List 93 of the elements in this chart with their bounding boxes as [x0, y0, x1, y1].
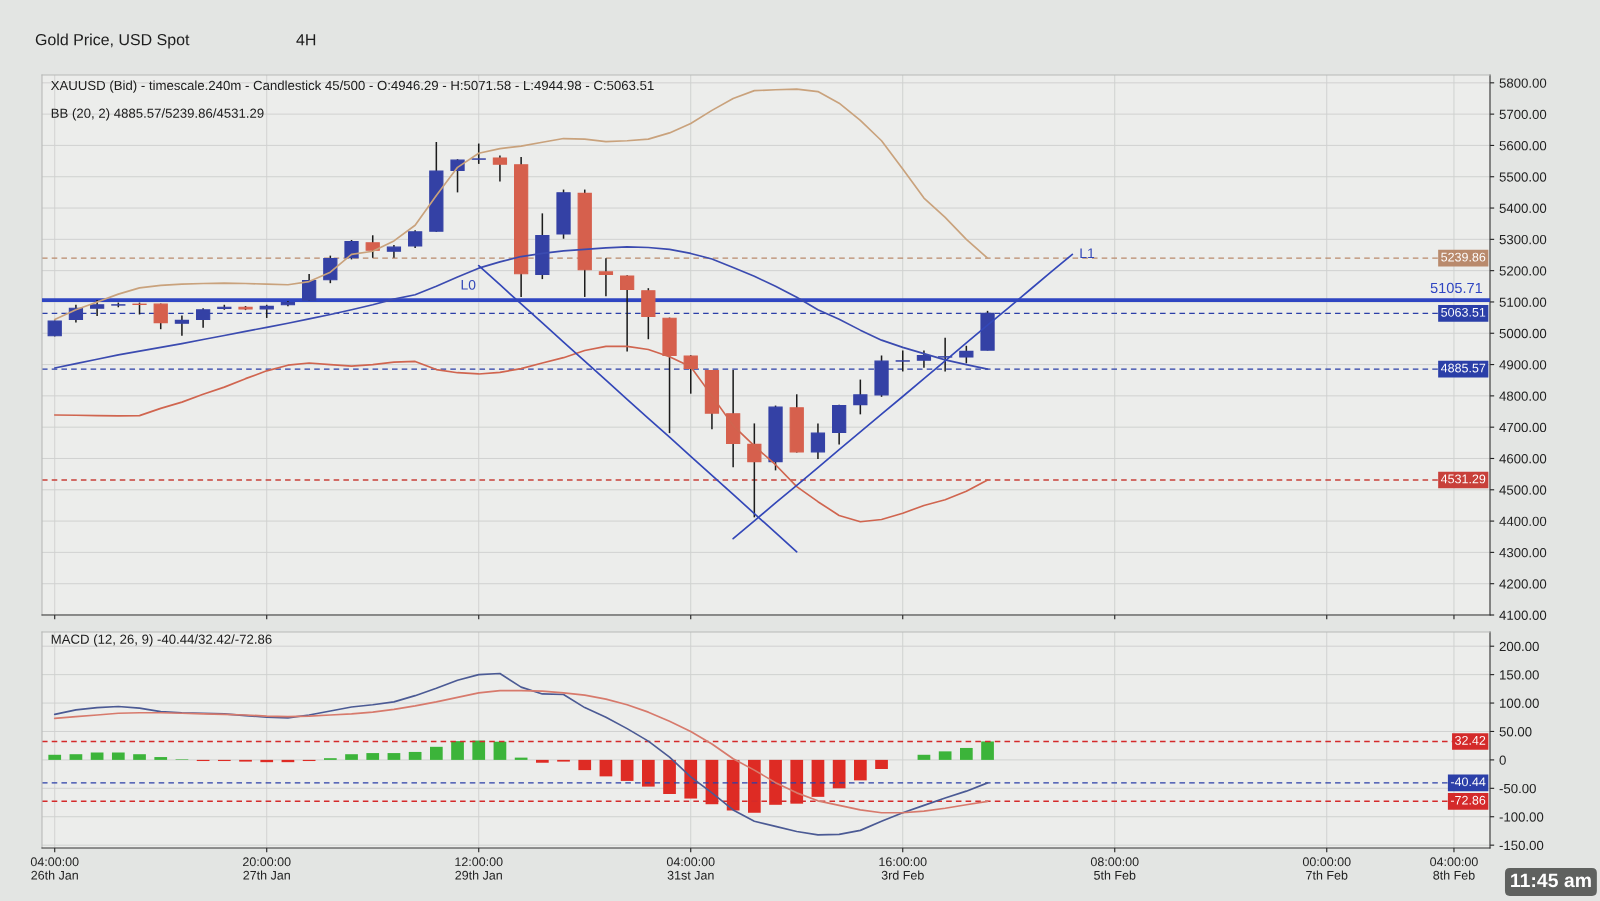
bar	[875, 759, 888, 769]
ref-line-label: 5239.86	[1441, 252, 1486, 262]
y-tick-label: 4500.00	[1499, 485, 1547, 495]
bar	[48, 754, 62, 760]
candlestick	[853, 378, 868, 416]
bar	[154, 757, 168, 760]
y-tick-label: 4200.00	[1499, 579, 1547, 589]
candlestick	[747, 422, 762, 519]
bar	[663, 759, 676, 794]
bar	[451, 741, 464, 760]
y-tick-label: 5800.00	[1499, 78, 1547, 88]
line-series	[53, 689, 989, 814]
y-tick-label: 5200.00	[1499, 266, 1547, 276]
bar	[260, 759, 274, 763]
bar	[535, 759, 549, 763]
bar	[429, 746, 443, 760]
x-tick-label: 04:00:00 8th Feb	[1430, 857, 1478, 880]
y-tick-label: 0	[1499, 755, 1506, 765]
candlestick	[810, 422, 826, 460]
y-tick-label: 5600.00	[1499, 141, 1547, 151]
y-tick-label: 5500.00	[1499, 172, 1547, 182]
series-label: L0	[461, 279, 476, 290]
ref-line-label: 5105.71	[1430, 282, 1483, 294]
candlestick	[323, 254, 338, 284]
y-tick-label: 4700.00	[1499, 422, 1547, 433]
y-tick-label: 5700.00	[1499, 109, 1547, 120]
bar	[853, 759, 867, 781]
candlestick	[302, 273, 317, 302]
bar	[111, 752, 125, 760]
ref-line-label: 4531.29	[1440, 474, 1486, 484]
y-tick-label: 4300.00	[1499, 547, 1547, 558]
bar	[811, 759, 825, 797]
y-tick-label: 5100.00	[1499, 297, 1547, 307]
bar	[578, 759, 592, 771]
bar	[133, 754, 146, 760]
candlestick	[683, 354, 698, 395]
text: 11:45 am	[1511, 873, 1591, 888]
ref-line-label: 5063.51	[1441, 307, 1486, 317]
y-tick-label: 4400.00	[1499, 516, 1547, 526]
candlestick	[492, 154, 508, 183]
bar	[959, 747, 973, 760]
text: BB (20, 2) 4885.57/5239.86/4531.29	[51, 108, 264, 121]
bar	[641, 759, 655, 787]
y-tick-label: 5400.00	[1499, 203, 1547, 213]
bar	[387, 753, 401, 760]
text: Gold Price, USD Spot	[35, 33, 190, 49]
y-tick-label: 4800.00	[1499, 391, 1547, 401]
y-tick-label: 4100.00	[1499, 610, 1547, 620]
chart-title: XAUUSD (Bid) - timescale.240m - Candlestick 45/500 - O:4946.29 - H:5071.58 - L:4944.98 - C:5063.51	[50, 80, 654, 93]
candlestick	[153, 302, 168, 330]
candlestick	[344, 239, 359, 261]
y-tick-label: 4900.00	[1499, 360, 1547, 370]
ref-line-label: 32.42	[1455, 735, 1486, 745]
bar	[493, 741, 507, 760]
ref-line-label: 4885.57	[1440, 363, 1486, 373]
series-label: L1	[1080, 248, 1095, 258]
y-tick-label: 200.00	[1499, 641, 1539, 652]
bar	[832, 759, 846, 789]
ref-line-label: -72.86	[1450, 795, 1486, 805]
y-tick-label: -150.00	[1499, 840, 1544, 851]
candlestick	[365, 234, 380, 259]
x-tick-label: 08:00:00 5th Feb	[1090, 857, 1139, 880]
text: 4H	[296, 34, 316, 46]
bar	[472, 740, 486, 760]
y-tick-label: -100.00	[1499, 812, 1544, 822]
bar	[69, 754, 83, 760]
x-tick-label: 16:00:00 3rd Feb	[879, 857, 927, 880]
chart-title: MACD (12, 26, 9) -40.44/32.42/-72.86	[51, 634, 272, 647]
y-tick-label: 150.00	[1500, 670, 1539, 680]
line-series	[53, 672, 989, 836]
y-tick-label: 5300.00	[1499, 234, 1547, 245]
ref-line-label: -40.44	[1450, 777, 1486, 787]
y-tick-label: 50.00	[1499, 727, 1532, 737]
bar	[620, 759, 634, 781]
bar	[684, 759, 698, 799]
candlestick	[598, 257, 614, 298]
y-tick-label: 5000.00	[1499, 328, 1547, 339]
y-tick-label: 100.00	[1500, 698, 1539, 708]
bar	[345, 754, 358, 760]
x-tick-label: 20:00:00 27th Jan	[243, 857, 291, 880]
y-tick-label: -50.00	[1499, 783, 1536, 794]
bar	[408, 751, 422, 760]
candlestick	[471, 142, 486, 165]
x-tick-label: 00:00:00 7th Feb	[1302, 857, 1351, 880]
bar	[981, 741, 994, 760]
bar	[599, 759, 613, 777]
x-tick-label: 04:00:00 26th Jan	[30, 857, 79, 880]
x-tick-label: 12:00:00 29th Jan	[455, 857, 503, 880]
bar	[938, 751, 952, 760]
x-tick-label: 04:00:00 31st Jan	[666, 857, 715, 880]
bar	[917, 754, 931, 760]
y-tick-label: 4600.00	[1499, 454, 1547, 464]
bar	[366, 753, 380, 760]
